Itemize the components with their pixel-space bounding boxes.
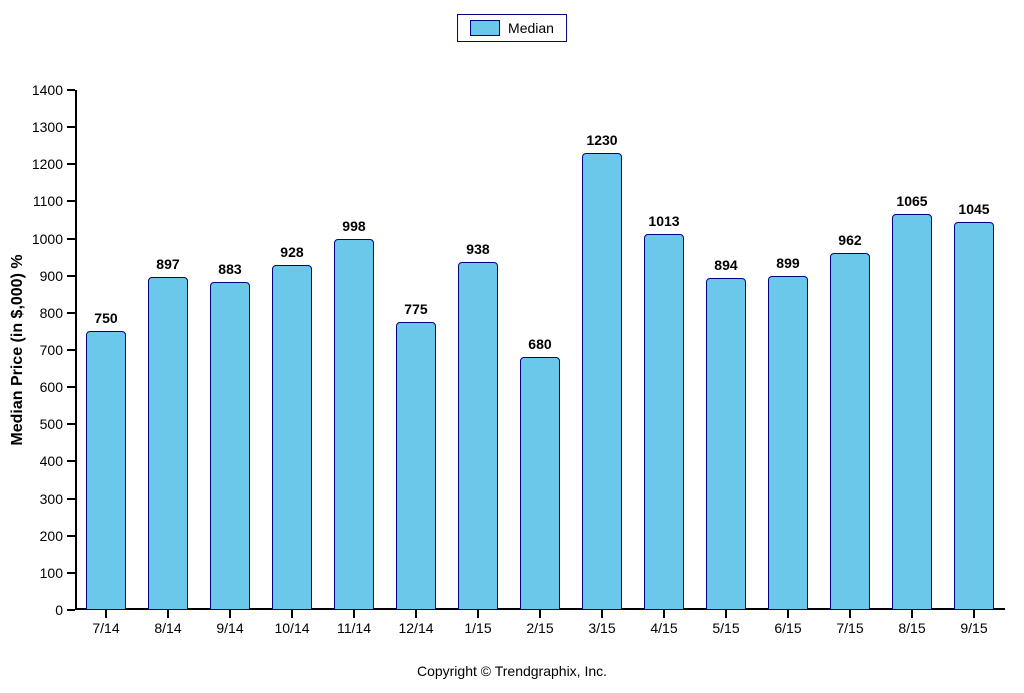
median-price-chart: Median Median Price (in $,000) % 750 897 8…: [0, 0, 1024, 693]
y-tick: [67, 126, 75, 128]
x-tick-label: 10/14: [274, 620, 309, 636]
bar-value-label: 899: [769, 255, 808, 271]
x-tick-label: 9/15: [960, 620, 987, 636]
bar: 899: [768, 276, 809, 610]
y-tick: [67, 200, 75, 202]
y-tick-label: 600: [40, 379, 63, 395]
x-tick: [477, 610, 479, 618]
bar-value-label: 1045: [955, 201, 994, 217]
x-tick-label: 3/15: [588, 620, 615, 636]
x-tick-label: 1/15: [464, 620, 491, 636]
x-tick: [539, 610, 541, 618]
y-tick-label: 800: [40, 305, 63, 321]
copyright-text: Copyright © Trendgraphix, Inc.: [0, 663, 1024, 679]
y-tick: [67, 572, 75, 574]
bar: 775: [396, 322, 437, 610]
y-tick-label: 700: [40, 342, 63, 358]
x-tick-label: 7/15: [836, 620, 863, 636]
x-tick-label: 5/15: [712, 620, 739, 636]
x-tick: [291, 610, 293, 618]
x-tick-label: 9/14: [216, 620, 243, 636]
bar-value-label: 883: [211, 261, 250, 277]
x-tick-label: 6/15: [774, 620, 801, 636]
bar: 1065: [892, 214, 933, 610]
bar-value-label: 928: [273, 244, 312, 260]
y-tick: [67, 386, 75, 388]
y-tick-label: 1300: [32, 119, 63, 135]
bar-value-label: 1013: [645, 213, 684, 229]
bar-value-label: 750: [87, 310, 126, 326]
bar: 938: [458, 262, 499, 610]
y-tick: [67, 460, 75, 462]
x-tick: [725, 610, 727, 618]
y-tick: [67, 609, 75, 611]
x-tick-label: 8/15: [898, 620, 925, 636]
y-tick-label: 0: [55, 602, 63, 618]
bar-value-label: 1065: [893, 193, 932, 209]
x-tick-label: 8/14: [154, 620, 181, 636]
y-tick: [67, 423, 75, 425]
plot-area: 750 897 883 928 998 775 938 680 1230 1013 894 899 96…: [75, 90, 1005, 610]
y-tick: [67, 498, 75, 500]
bar-value-label: 962: [831, 232, 870, 248]
x-tick: [353, 610, 355, 618]
x-tick: [849, 610, 851, 618]
x-tick-label: 11/14: [337, 620, 371, 636]
x-tick: [663, 610, 665, 618]
y-tick-label: 200: [40, 528, 63, 544]
y-tick: [67, 275, 75, 277]
bar: 1230: [582, 153, 623, 610]
y-tick-label: 400: [40, 453, 63, 469]
bar-value-label: 998: [335, 218, 374, 234]
x-tick: [167, 610, 169, 618]
bar: 1045: [954, 222, 995, 610]
x-tick: [105, 610, 107, 618]
y-tick: [67, 535, 75, 537]
x-tick: [601, 610, 603, 618]
y-tick: [67, 163, 75, 165]
bar-value-label: 938: [459, 241, 498, 257]
y-tick-label: 900: [40, 268, 63, 284]
y-axis-title: Median Price (in $,000) %: [9, 254, 27, 445]
x-tick: [415, 610, 417, 618]
bar: 750: [86, 331, 127, 610]
bar-value-label: 894: [707, 257, 746, 273]
y-tick: [67, 349, 75, 351]
bar: 897: [148, 277, 189, 610]
y-tick-label: 300: [40, 491, 63, 507]
bar: 894: [706, 278, 747, 610]
x-tick-label: 7/14: [92, 620, 119, 636]
bar: 928: [272, 265, 313, 610]
bar-value-label: 1230: [583, 132, 622, 148]
x-tick: [787, 610, 789, 618]
y-tick-label: 1400: [32, 82, 63, 98]
y-tick: [67, 89, 75, 91]
bar-value-label: 680: [521, 336, 560, 352]
y-tick-label: 1200: [32, 156, 63, 172]
y-tick-label: 500: [40, 416, 63, 432]
bars-container: 750 897 883 928 998 775 938 680 1230 1013 894 899 96…: [75, 90, 1005, 610]
bar: 1013: [644, 234, 685, 610]
y-tick-label: 1000: [32, 231, 63, 247]
y-tick: [67, 238, 75, 240]
x-tick: [973, 610, 975, 618]
x-tick: [229, 610, 231, 618]
x-tick-label: 4/15: [650, 620, 677, 636]
bar: 680: [520, 357, 561, 610]
y-tick-label: 100: [40, 565, 63, 581]
y-tick: [67, 312, 75, 314]
x-tick: [911, 610, 913, 618]
y-tick-label: 1100: [33, 193, 63, 209]
chart-legend: Median: [457, 14, 567, 42]
x-tick-label: 12/14: [398, 620, 433, 636]
bar: 962: [830, 253, 871, 610]
bar-value-label: 897: [149, 256, 188, 272]
bar: 883: [210, 282, 251, 610]
x-tick-label: 2/15: [526, 620, 553, 636]
legend-swatch: [470, 20, 500, 36]
legend-label: Median: [508, 20, 554, 36]
bar: 998: [334, 239, 375, 610]
bar-value-label: 775: [397, 301, 436, 317]
